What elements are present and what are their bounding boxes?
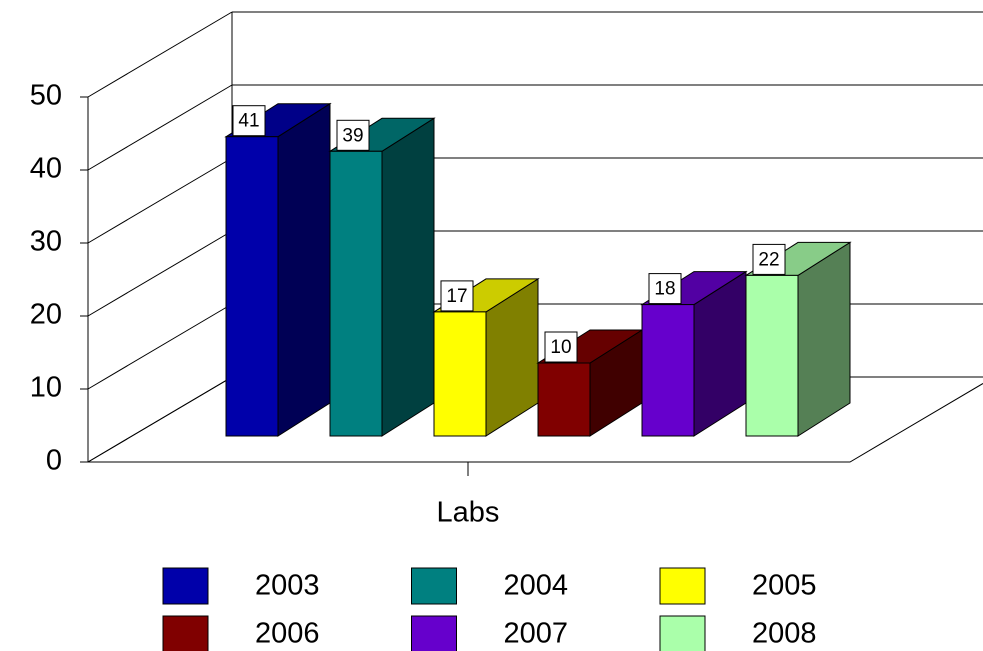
bar (745, 274, 799, 437)
bar (641, 304, 695, 437)
data-label-box (336, 119, 370, 151)
bar-side (277, 102, 331, 437)
bar (225, 136, 279, 437)
grid-line (87, 303, 233, 390)
y-tick-label: 20 (30, 299, 62, 331)
grid-line (87, 376, 233, 463)
y-tick-label: 50 (30, 80, 62, 112)
bar-side (381, 117, 435, 437)
y-tick-label: 0 (46, 445, 62, 477)
bar-side (797, 241, 851, 437)
y-tick-label: 40 (30, 153, 62, 185)
y-tick-label: 30 (30, 226, 62, 258)
legend-swatch (162, 567, 209, 605)
data-label-box (544, 331, 578, 363)
y-tick-label: 10 (30, 372, 62, 404)
legend-label: 2005 (752, 570, 817, 602)
bar (433, 311, 487, 437)
grid-line (87, 230, 233, 317)
grid-line (87, 84, 233, 171)
bar (537, 362, 591, 437)
data-label: 18 (654, 279, 675, 300)
bar (329, 150, 383, 437)
legend-label: 2003 (255, 570, 320, 602)
data-label: 22 (758, 249, 779, 270)
legend-label: 2006 (255, 618, 320, 650)
legend-swatch (411, 567, 457, 605)
x-axis-label: Labs (437, 497, 500, 529)
data-label: 17 (446, 286, 467, 307)
legend-swatch (659, 615, 706, 651)
legend-swatch (659, 567, 706, 605)
grid-line (87, 11, 233, 98)
data-label-box (440, 280, 474, 312)
floor (88, 383, 983, 463)
legend-label: 2008 (752, 618, 817, 650)
legend-label: 2004 (504, 570, 569, 602)
data-label: 39 (342, 125, 363, 146)
data-label-box (752, 243, 786, 275)
legend-swatch (411, 615, 457, 651)
data-label-box (232, 105, 266, 137)
legend-label: 2007 (504, 618, 569, 650)
data-label: 41 (238, 111, 259, 132)
data-label-box (648, 273, 682, 305)
data-label: 10 (550, 337, 571, 358)
grid-line (87, 157, 233, 244)
legend-swatch (162, 615, 209, 651)
